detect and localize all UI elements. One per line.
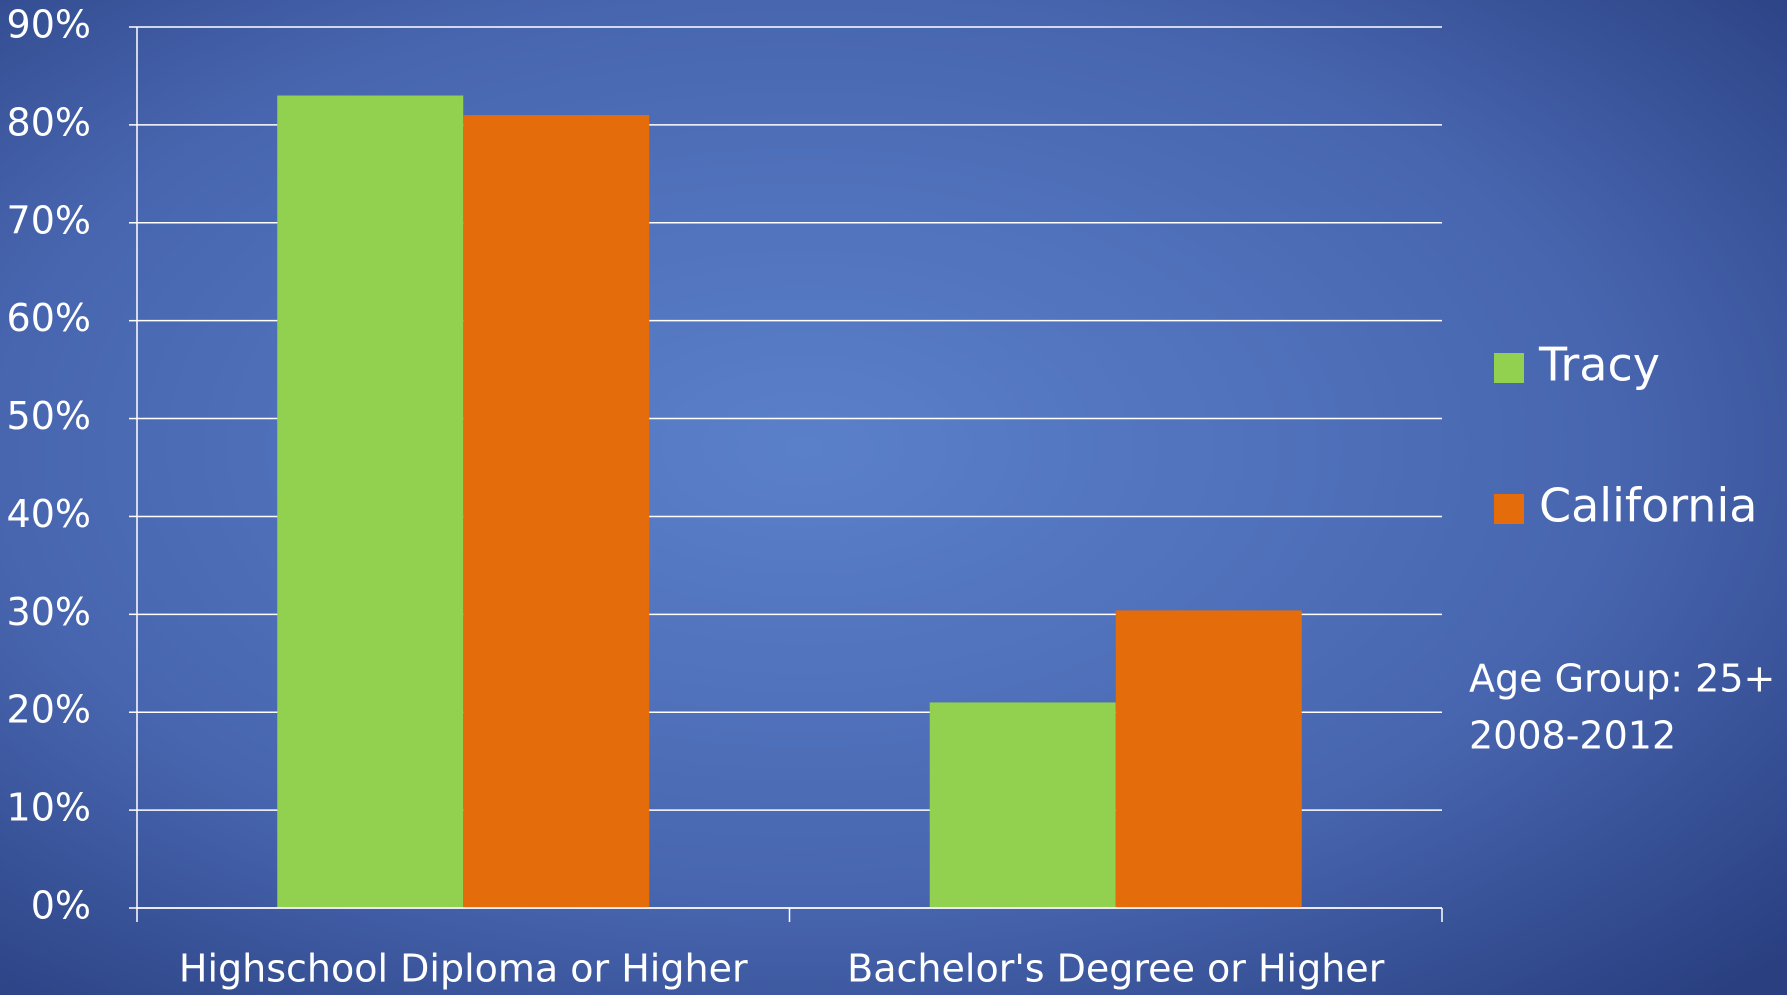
y-tick-label: 50%	[7, 394, 91, 438]
bar	[1115, 610, 1302, 908]
y-tick-label: 30%	[7, 590, 91, 634]
bar	[929, 702, 1116, 908]
legend-swatch	[1494, 353, 1524, 383]
y-tick-label: 0%	[31, 884, 91, 928]
x-tick-label: Highschool Diploma or Higher	[179, 947, 748, 991]
y-tick-label: 20%	[7, 688, 91, 732]
bar	[277, 95, 464, 909]
y-tick-label: 70%	[7, 198, 91, 242]
legend-swatch	[1494, 494, 1524, 524]
y-tick-label: 80%	[7, 100, 91, 144]
bar	[463, 115, 650, 909]
y-tick-label: 40%	[7, 492, 91, 536]
y-tick-label: 10%	[7, 786, 91, 830]
y-tick-label: 60%	[7, 296, 91, 340]
y-tick-label: 90%	[7, 3, 91, 47]
annotation: 2008-2012	[1469, 714, 1676, 758]
x-tick-label: Bachelor's Degree or Higher	[847, 947, 1385, 991]
legend-label: Tracy	[1538, 338, 1660, 392]
legend-label: California	[1539, 479, 1757, 533]
annotation: Age Group: 25+	[1469, 657, 1775, 701]
